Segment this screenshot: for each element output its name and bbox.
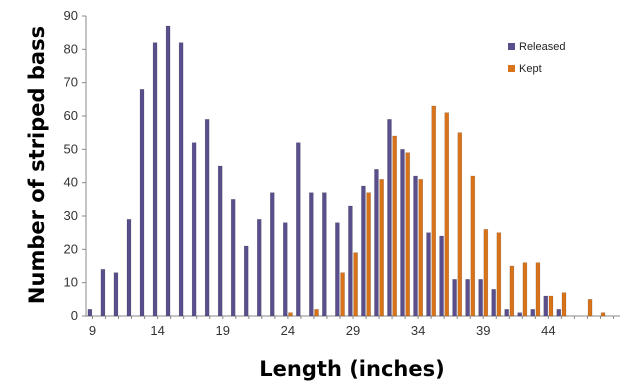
bar-released (413, 175, 418, 317)
bar-kept (392, 135, 397, 317)
x-tick-label: 44 (541, 323, 555, 338)
bar-kept (457, 132, 463, 317)
bar-kept (444, 112, 450, 317)
bar-released (100, 269, 106, 317)
bar-released (556, 309, 562, 317)
bar-released (478, 279, 483, 317)
bar-released (335, 222, 340, 317)
bar-released (256, 219, 262, 317)
bar-kept (509, 265, 515, 317)
bar-released (452, 279, 457, 317)
bar-released (191, 142, 197, 317)
bar-released (270, 192, 275, 317)
bar-released (361, 185, 366, 317)
bar-kept (496, 232, 502, 317)
bar-released (139, 89, 145, 317)
legend-label-kept: Kept (519, 63, 542, 75)
x-tick-label: 29 (346, 323, 360, 338)
y-axis-title: Number of striped bass (25, 26, 49, 304)
bar-kept (366, 192, 371, 317)
bar-kept (483, 229, 489, 317)
y-tick-label: 10 (64, 275, 78, 290)
y-tick-label: 70 (64, 75, 78, 90)
x-axis-title: Length (inches) (259, 357, 444, 381)
legend-swatch-kept (508, 65, 515, 72)
y-tick-label: 90 (64, 8, 78, 23)
y-tick-label: 60 (64, 108, 78, 123)
y-tick-label: 20 (64, 241, 78, 256)
bar-released (113, 272, 119, 317)
bar-released (152, 42, 158, 317)
bar-kept (600, 312, 606, 317)
x-tick-label: 34 (411, 323, 425, 338)
bar-released (217, 165, 223, 317)
bar-released (387, 119, 392, 317)
legend-label-released: Released (519, 41, 565, 53)
bar-kept (405, 152, 410, 317)
bar-released (204, 119, 210, 317)
bar-kept (548, 295, 554, 317)
bar-released (165, 25, 171, 317)
y-tick-label: 50 (64, 141, 78, 156)
bar-kept (288, 312, 293, 317)
bar-kept (470, 175, 476, 317)
bar-kept (379, 179, 384, 317)
legend-swatch-released (508, 43, 515, 50)
x-tick-label: 39 (476, 323, 490, 338)
bar-released (87, 309, 93, 317)
bar-released (504, 309, 509, 317)
bars-group (87, 25, 606, 317)
bar-released (543, 295, 549, 317)
bar-released (517, 312, 522, 317)
x-tick-label: 24 (281, 323, 295, 338)
bar-released (400, 149, 405, 317)
x-tick-label: 9 (89, 323, 96, 338)
x-tick-label: 19 (216, 323, 230, 338)
y-tick-label: 40 (64, 175, 78, 190)
bar-kept (431, 105, 436, 317)
bar-released (243, 245, 249, 317)
bar-kept (418, 179, 423, 317)
bar-kept (340, 272, 345, 317)
bar-released (322, 192, 327, 317)
bar-released (230, 199, 236, 317)
y-tick-label: 80 (64, 41, 78, 56)
bar-released (126, 219, 132, 317)
y-axis-ticks: 0 10 20 30 40 50 60 70 80 90 (64, 8, 86, 323)
bar-released (491, 289, 496, 317)
bar-kept (522, 262, 528, 317)
bar-kept (587, 299, 593, 317)
bar-released (283, 222, 288, 317)
bar-released (530, 309, 535, 317)
bar-released (296, 142, 301, 317)
x-axis-ticks: 9 14 19 24 29 34 39 44 (89, 316, 614, 338)
x-tick-label: 14 (150, 323, 164, 338)
bar-kept (314, 309, 319, 317)
legend: Released Kept (508, 41, 565, 75)
bar-released (426, 232, 431, 317)
bar-released (439, 235, 444, 317)
bar-kept (561, 292, 567, 317)
bar-released (374, 169, 379, 317)
bar-kept (353, 252, 358, 317)
bar-kept (535, 262, 541, 317)
plot-area: 0 10 20 30 40 50 60 70 80 90 9 14 19 24 29 34 39 44 (64, 8, 620, 338)
bar-released (309, 192, 314, 317)
bar-released (465, 279, 470, 317)
bar-released (178, 42, 184, 317)
y-tick-label: 30 (64, 208, 78, 223)
bar-released (348, 205, 353, 317)
y-tick-label: 0 (71, 308, 78, 323)
